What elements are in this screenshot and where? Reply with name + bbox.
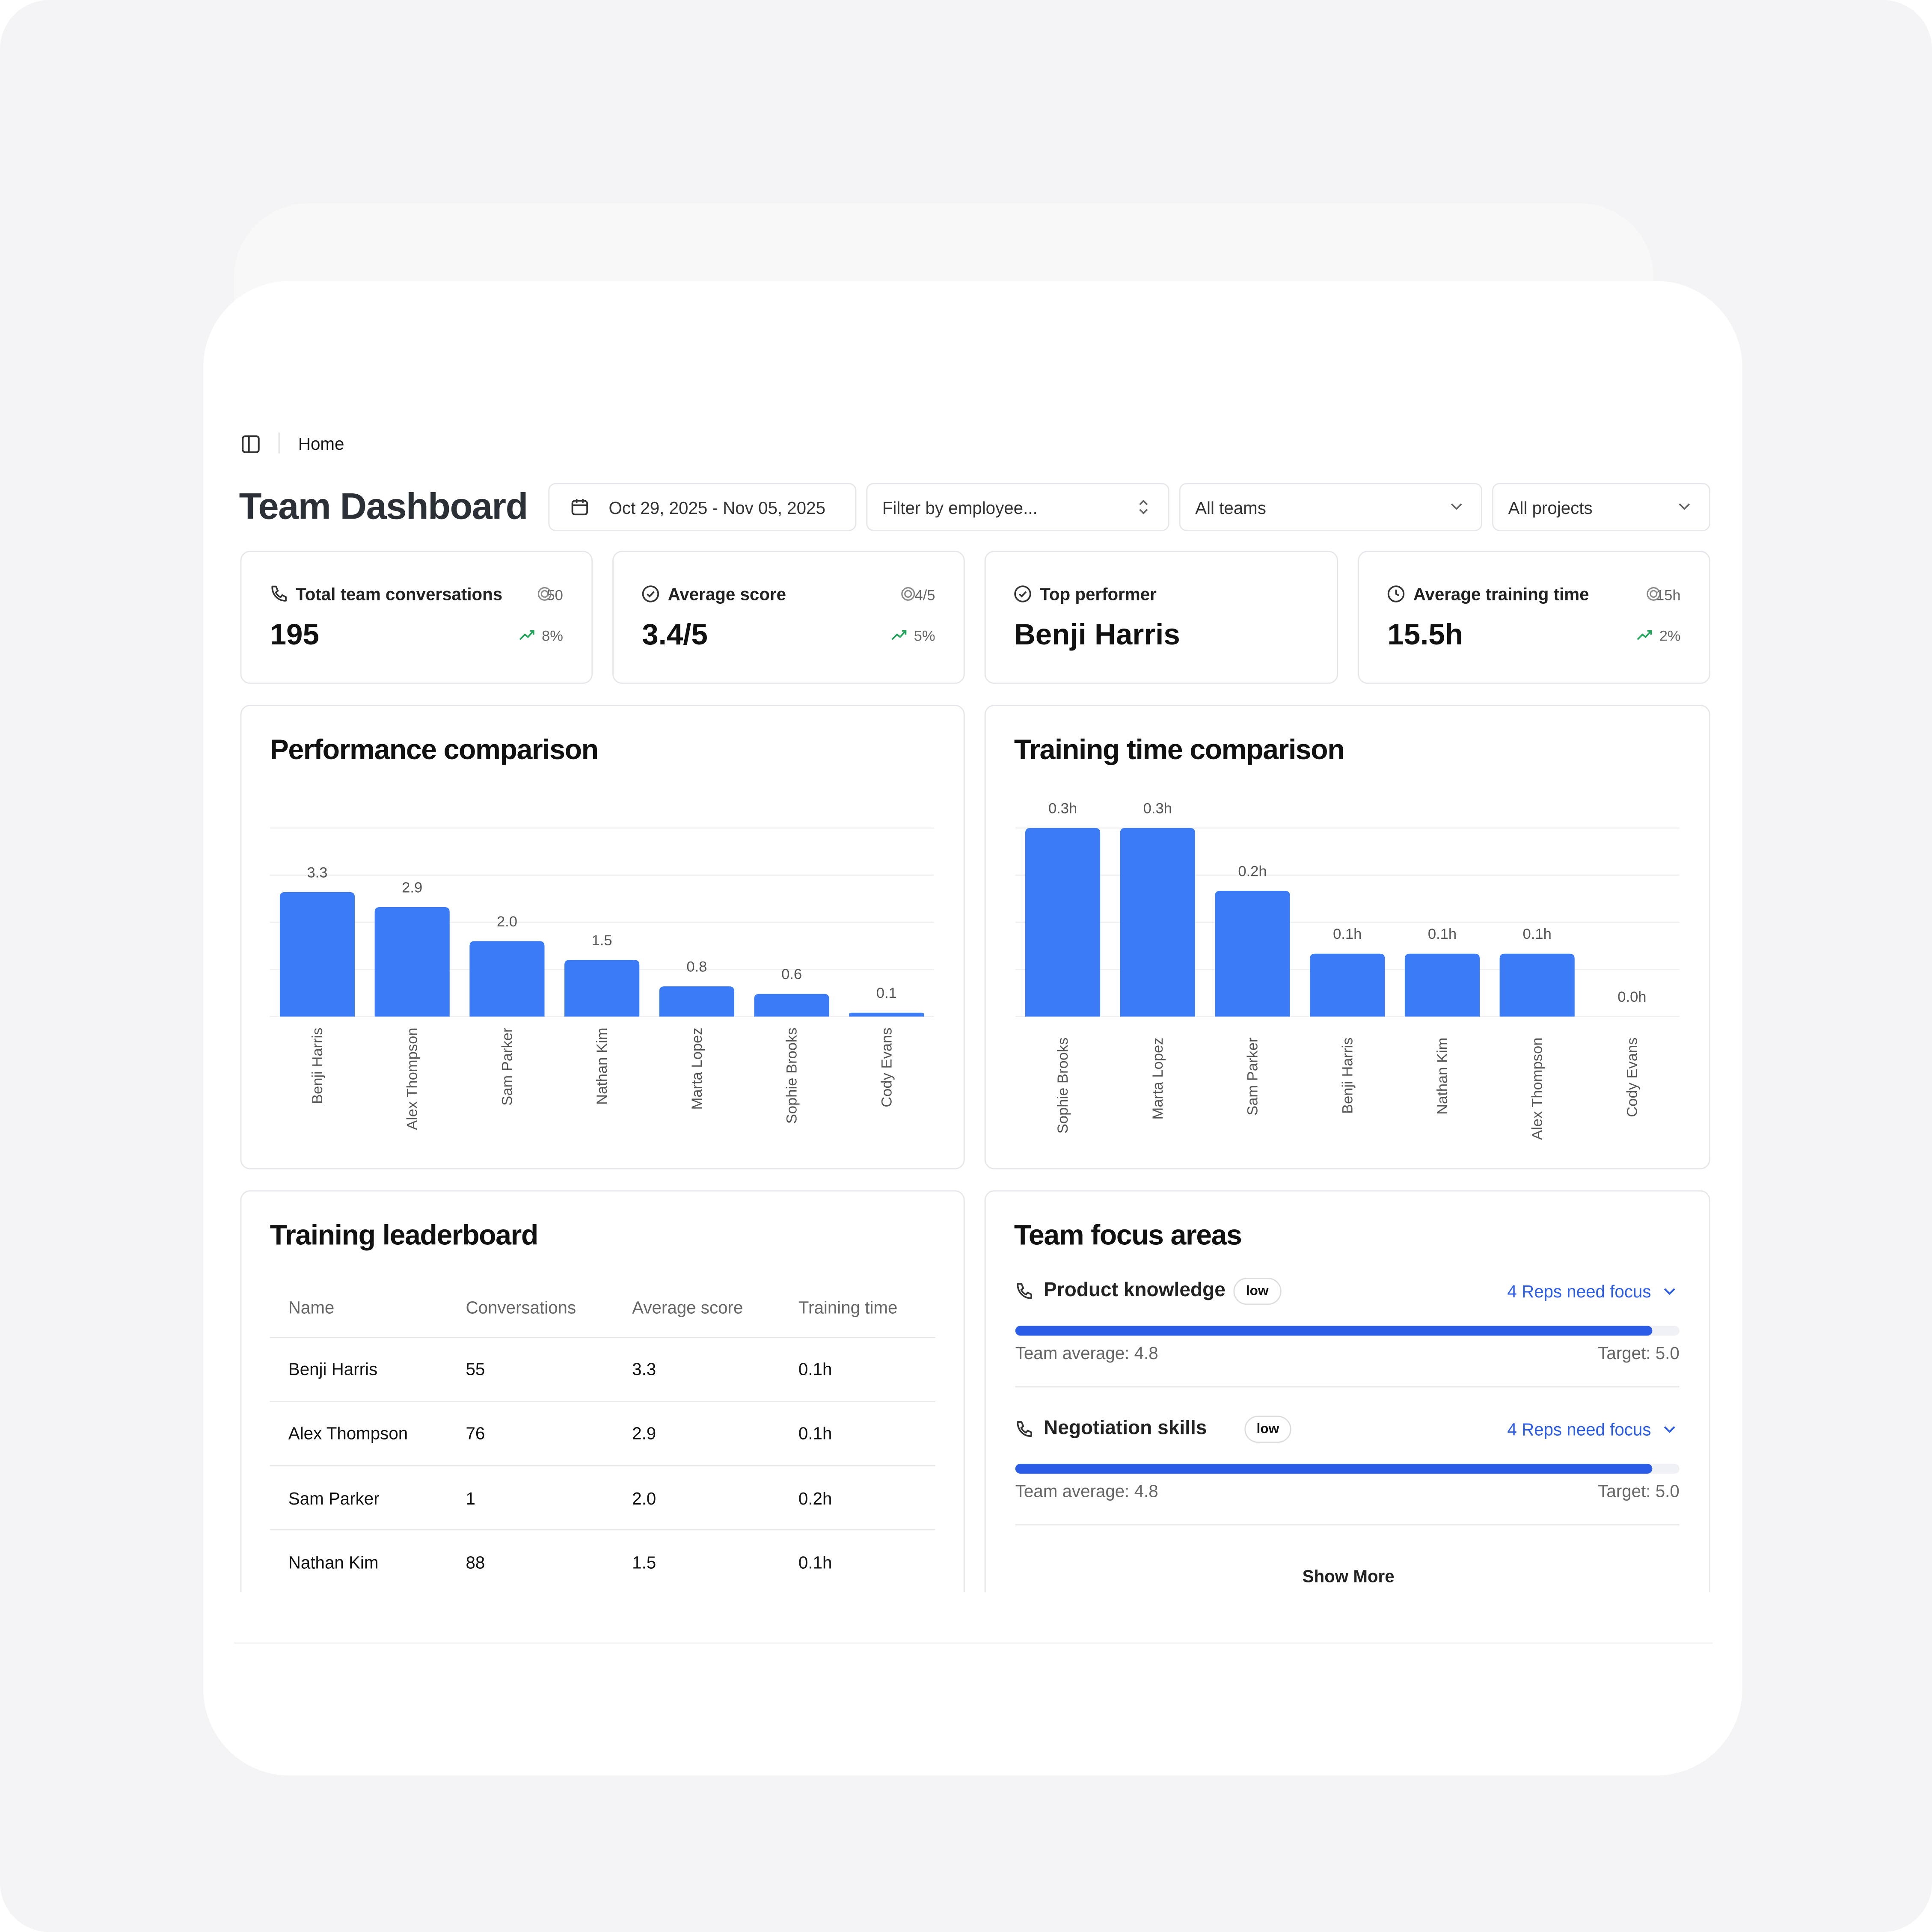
column-header: Conversations — [466, 1297, 576, 1318]
phone-icon — [1017, 1421, 1033, 1437]
page-title: Team Dashboard — [239, 487, 528, 528]
kpi-label: Average training time — [1413, 584, 1589, 604]
project-filter[interactable]: All projects — [1492, 483, 1710, 531]
focus-link[interactable]: 4 Reps need focus — [1507, 1281, 1651, 1301]
clock-icon — [1387, 585, 1405, 602]
kpi-card: Average score 3.4/5 4/5 5% — [612, 551, 965, 684]
kpi-value: 195 — [270, 618, 319, 652]
table-cell: 1.5 — [632, 1552, 656, 1572]
kpi-value: 3.4/5 — [642, 618, 708, 652]
badge: low — [1233, 1278, 1281, 1305]
progress-bar — [1015, 1463, 1653, 1474]
show-more[interactable]: Show More — [1302, 1566, 1395, 1586]
divider — [1015, 1524, 1680, 1525]
target-icon — [537, 587, 552, 601]
kpi-change: 2% — [1659, 627, 1681, 644]
breadcrumb[interactable]: Home — [298, 433, 344, 454]
trend-icon — [891, 630, 907, 640]
kpi-label: Average score — [668, 584, 786, 604]
target-icon — [901, 587, 915, 601]
phone-icon — [1017, 1283, 1033, 1299]
row-divider — [270, 1401, 935, 1402]
table-cell: 88 — [466, 1552, 485, 1572]
row-divider — [270, 1336, 935, 1338]
progress-bar — [1015, 1326, 1653, 1336]
column-header: Average score — [632, 1297, 743, 1318]
kpi-value: 15.5h — [1387, 618, 1463, 652]
employee-filter-text: Filter by employee... — [882, 497, 1038, 517]
leaderboard-card: Training leaderboard — [240, 1190, 965, 1634]
updown-icon — [1139, 499, 1148, 514]
column-header: Name — [288, 1297, 335, 1318]
project-filter-text: All projects — [1508, 497, 1593, 517]
table-cell: 0.1h — [798, 1552, 832, 1572]
phone-icon — [271, 585, 287, 602]
table-cell: 55 — [466, 1359, 485, 1379]
kpi-label: Top performer — [1040, 584, 1157, 604]
chart-card: Training time comparison — [984, 705, 1710, 1169]
chart-title: Training time comparison — [1014, 733, 1345, 766]
table-cell: 1 — [466, 1488, 475, 1508]
chart-title: Performance comparison — [270, 733, 599, 766]
kpi-target: 4/5 — [914, 586, 935, 604]
target: Target: 5.0 — [1598, 1481, 1680, 1501]
team-filter[interactable]: All teams — [1179, 483, 1483, 531]
table-cell: Benji Harris — [288, 1359, 378, 1379]
table-cell: 76 — [466, 1423, 485, 1443]
card-title: Training leaderboard — [270, 1218, 539, 1251]
calendar-icon — [571, 499, 588, 516]
target-icon — [1647, 587, 1661, 601]
row-divider — [270, 1465, 935, 1466]
date-picker[interactable]: Oct 29, 2025 - Nov 05, 2025 — [548, 483, 857, 531]
team-filter-text: All teams — [1195, 497, 1266, 517]
focus-name: Product knowledge — [1043, 1280, 1226, 1301]
focus-link[interactable]: 4 Reps need focus — [1507, 1419, 1651, 1439]
kpi-label: Total team conversations — [296, 584, 503, 604]
kpi-card: Top performer Benji Harris — [984, 551, 1338, 684]
focus-name: Negotiation skills — [1043, 1418, 1207, 1439]
table-cell: 0.1h — [798, 1359, 832, 1379]
chevron — [1451, 503, 1462, 510]
kpi-value: Benji Harris — [1014, 618, 1180, 652]
table-cell: Nathan Kim — [288, 1552, 379, 1572]
team-average: Team average: 4.8 — [1015, 1481, 1158, 1501]
card-title: Team focus areas — [1014, 1218, 1242, 1251]
table-cell: Alex Thompson — [288, 1423, 408, 1443]
table-cell: 3.3 — [632, 1359, 656, 1379]
kpi-change: 5% — [914, 627, 935, 644]
divider — [1015, 1386, 1680, 1388]
table-cell: 2.9 — [632, 1423, 656, 1443]
bottom-line — [234, 1642, 1713, 1644]
row-divider — [270, 1529, 935, 1531]
trend-icon — [519, 630, 534, 640]
date-range: Oct 29, 2025 - Nov 05, 2025 — [608, 497, 825, 517]
kpi-card: Average training time 15.5h 15h 2% — [1358, 551, 1710, 684]
team-average: Team average: 4.8 — [1015, 1343, 1158, 1363]
table-cell: 0.2h — [798, 1488, 832, 1508]
sidebar-toggle[interactable] — [241, 435, 260, 453]
column-header: Training time — [798, 1297, 898, 1318]
bottom-mask — [204, 1592, 1741, 1776]
chev-icon — [1664, 1426, 1675, 1433]
badge: low — [1244, 1416, 1292, 1443]
chev-icon — [1664, 1288, 1675, 1295]
chart-card: Performance comparison — [240, 705, 965, 1169]
kpi-card: Total team conversations 195 50 8% — [240, 551, 593, 684]
table-cell: 2.0 — [632, 1488, 656, 1508]
trend-icon — [1637, 630, 1652, 640]
table-cell: 0.1h — [798, 1423, 832, 1443]
chevron — [1679, 503, 1690, 510]
kpi-change: 8% — [541, 627, 563, 644]
target: Target: 5.0 — [1598, 1343, 1680, 1363]
employee-filter[interactable]: Filter by employee... — [866, 483, 1169, 531]
check-icon — [642, 585, 659, 602]
divider — [278, 432, 280, 454]
table-cell: Sam Parker — [288, 1488, 380, 1508]
check-icon — [1014, 585, 1031, 602]
